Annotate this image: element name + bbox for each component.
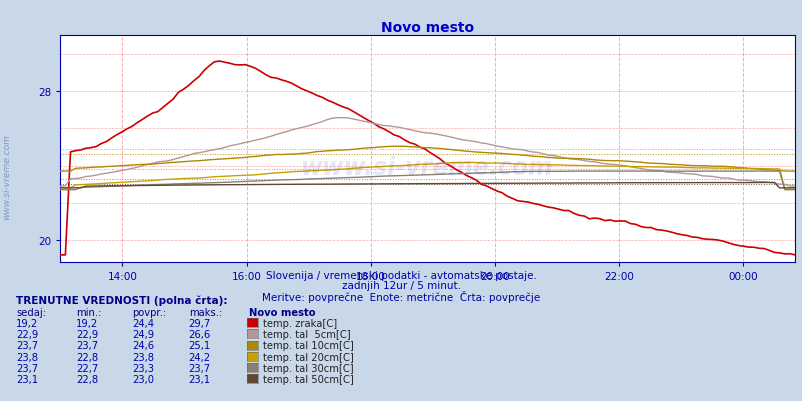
- Text: zadnjih 12ur / 5 minut.: zadnjih 12ur / 5 minut.: [342, 281, 460, 291]
- Text: 23,7: 23,7: [16, 363, 38, 373]
- Text: 19,2: 19,2: [76, 318, 99, 328]
- Text: 19,2: 19,2: [16, 318, 38, 328]
- Text: 22,9: 22,9: [76, 329, 99, 339]
- Text: Slovenija / vremenski podatki - avtomatske postaje.: Slovenija / vremenski podatki - avtomats…: [265, 271, 537, 281]
- Text: 24,9: 24,9: [132, 329, 155, 339]
- Text: 22,8: 22,8: [76, 374, 99, 384]
- Text: temp. tal 20cm[C]: temp. tal 20cm[C]: [262, 352, 353, 362]
- Text: 22,8: 22,8: [76, 352, 99, 362]
- Text: Novo mesto: Novo mesto: [249, 307, 315, 317]
- Text: temp. zraka[C]: temp. zraka[C]: [262, 318, 336, 328]
- Text: 26,6: 26,6: [188, 329, 211, 339]
- Text: 25,1: 25,1: [188, 340, 211, 350]
- Text: Meritve: povprečne  Enote: metrične  Črta: povprečje: Meritve: povprečne Enote: metrične Črta:…: [262, 291, 540, 303]
- Text: www.si-vreme.com: www.si-vreme.com: [301, 156, 553, 180]
- Text: 23,7: 23,7: [76, 340, 99, 350]
- Text: maks.:: maks.:: [188, 307, 221, 317]
- Text: 23,8: 23,8: [132, 352, 154, 362]
- Text: 24,4: 24,4: [132, 318, 154, 328]
- Title: Novo mesto: Novo mesto: [381, 21, 473, 35]
- Text: 23,3: 23,3: [132, 363, 154, 373]
- Text: 23,7: 23,7: [188, 363, 211, 373]
- Text: temp. tal 10cm[C]: temp. tal 10cm[C]: [262, 340, 353, 350]
- Text: 23,1: 23,1: [16, 374, 38, 384]
- Text: temp. tal  5cm[C]: temp. tal 5cm[C]: [262, 329, 350, 339]
- Text: min.:: min.:: [76, 307, 102, 317]
- Text: 22,7: 22,7: [76, 363, 99, 373]
- Text: 23,0: 23,0: [132, 374, 154, 384]
- Text: TRENUTNE VREDNOSTI (polna črta):: TRENUTNE VREDNOSTI (polna črta):: [16, 294, 227, 305]
- Text: sedaj:: sedaj:: [16, 307, 46, 317]
- Text: 24,2: 24,2: [188, 352, 211, 362]
- Text: temp. tal 30cm[C]: temp. tal 30cm[C]: [262, 363, 353, 373]
- Text: 24,6: 24,6: [132, 340, 155, 350]
- Text: 22,9: 22,9: [16, 329, 38, 339]
- Text: povpr.:: povpr.:: [132, 307, 166, 317]
- Text: 23,7: 23,7: [16, 340, 38, 350]
- Text: 23,8: 23,8: [16, 352, 38, 362]
- Text: 23,1: 23,1: [188, 374, 211, 384]
- Text: www.si-vreme.com: www.si-vreme.com: [2, 134, 11, 219]
- Text: 29,7: 29,7: [188, 318, 211, 328]
- Text: temp. tal 50cm[C]: temp. tal 50cm[C]: [262, 374, 353, 384]
